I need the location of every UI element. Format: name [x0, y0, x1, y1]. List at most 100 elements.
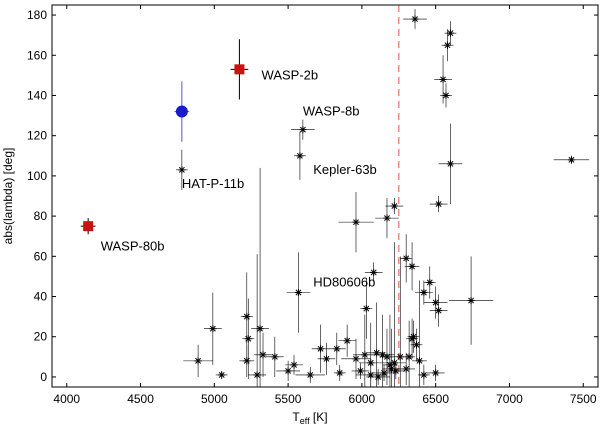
y-tick-label: 20 — [34, 330, 48, 344]
y-axis-label: abs(lambda) [deg] — [1, 148, 15, 245]
plot-frame — [51, 4, 599, 388]
data-point — [382, 242, 407, 387]
star-marker — [373, 349, 381, 357]
x-tick-label: 6500 — [422, 392, 449, 406]
highlight-wasp-80b — [80, 218, 96, 235]
data-point — [553, 155, 590, 164]
data-point — [400, 234, 413, 283]
star-marker — [420, 371, 428, 379]
star-marker — [411, 15, 419, 23]
star-marker — [405, 353, 413, 361]
star-stroke — [416, 357, 423, 364]
star-stroke — [568, 156, 575, 163]
data-point — [294, 131, 306, 180]
data-point — [338, 191, 374, 253]
star-stroke — [257, 325, 264, 332]
star-stroke — [384, 353, 390, 360]
star-marker — [296, 152, 304, 160]
star-marker — [284, 367, 292, 375]
star-marker — [467, 296, 475, 305]
data-point — [444, 21, 457, 46]
data-point — [382, 314, 398, 387]
y-tick-label: 40 — [34, 290, 48, 304]
star-marker — [408, 262, 416, 270]
star-marker — [306, 371, 314, 379]
data-point — [441, 29, 454, 62]
star-stroke — [432, 369, 439, 376]
star-marker — [218, 371, 226, 379]
annotations: WASP-2b WASP-8b HAT-P-11b Kepler-63b WASP-80… — [101, 67, 377, 289]
data-point — [410, 328, 423, 361]
circle-marker — [175, 105, 188, 118]
data-point — [434, 55, 452, 104]
data-point — [403, 320, 416, 387]
data-point — [251, 167, 269, 387]
star-stroke — [195, 357, 202, 364]
data-point — [388, 256, 413, 387]
data-point — [448, 256, 494, 345]
star-marker — [412, 341, 421, 349]
x-tick-label: 4000 — [53, 392, 80, 406]
star-stroke — [435, 307, 442, 314]
data-point — [353, 314, 377, 387]
star-stroke — [299, 126, 306, 133]
star-stroke — [178, 166, 185, 173]
data-point — [265, 336, 284, 377]
star-stroke — [254, 371, 261, 378]
data-point — [242, 298, 255, 379]
highlight-wasp-2b — [230, 39, 249, 100]
data-point — [295, 366, 325, 383]
star-marker — [361, 351, 369, 359]
annotation-label: HAT-P-11b — [182, 176, 244, 191]
star-stroke — [435, 201, 442, 207]
data-point — [382, 328, 401, 387]
data-point — [175, 149, 188, 190]
star-stroke — [353, 355, 359, 362]
x-tick-label: 6000 — [349, 392, 376, 406]
star-stroke — [391, 203, 398, 209]
star-stroke — [296, 152, 303, 159]
star-marker — [256, 325, 264, 333]
data-point — [386, 362, 405, 379]
annotation-label: WASP-2b — [262, 67, 319, 82]
star-stroke — [406, 353, 413, 360]
annotation-label: Kepler-63b — [313, 162, 377, 177]
data-point — [438, 123, 463, 205]
star-marker — [299, 126, 307, 134]
star-marker — [243, 357, 251, 365]
data-point — [341, 338, 371, 379]
highlight-hat-p-11b — [174, 81, 190, 142]
data-point — [423, 286, 448, 319]
star-stroke — [403, 255, 410, 262]
y-tick-label: 60 — [34, 249, 48, 263]
axes: 4000 4500 5000 5500 6000 6500 7000 7500 0 20 40 60 8… — [27, 5, 598, 406]
data-point — [183, 344, 213, 377]
star-stroke — [307, 371, 314, 378]
data-point — [239, 344, 255, 377]
star-stroke — [209, 325, 216, 332]
data-point — [291, 119, 315, 140]
star-stroke — [432, 299, 439, 306]
data-point — [426, 364, 445, 381]
star-stroke — [409, 263, 416, 270]
star-stroke — [353, 219, 359, 226]
data-point — [423, 266, 436, 299]
data-point — [415, 280, 433, 305]
star-stroke — [218, 371, 225, 378]
star-stroke — [243, 357, 250, 364]
y-tick-label: 80 — [34, 209, 48, 223]
star-marker — [343, 337, 351, 345]
data-point — [248, 254, 266, 387]
star-stroke — [361, 351, 368, 358]
data-point — [403, 9, 427, 30]
star-marker — [567, 156, 576, 164]
data-point — [412, 280, 427, 387]
star-stroke — [271, 353, 278, 360]
star-marker — [367, 371, 375, 379]
star-stroke — [370, 269, 377, 276]
star-marker — [446, 29, 455, 37]
data-point — [338, 324, 356, 357]
x-tick-label: 7500 — [570, 392, 597, 406]
star-marker — [435, 200, 443, 208]
star-marker — [362, 304, 370, 313]
